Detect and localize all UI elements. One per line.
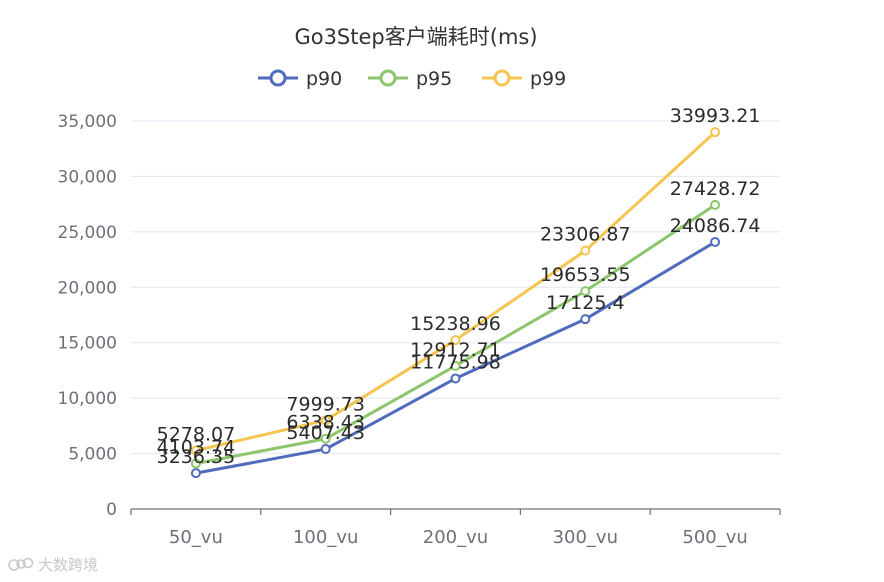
data-point-p90[interactable] bbox=[450, 373, 461, 384]
series-p99 bbox=[190, 127, 721, 456]
legend-label: p99 bbox=[530, 68, 566, 90]
data-label-p95: 27428.72 bbox=[670, 178, 761, 200]
data-point-p99[interactable] bbox=[450, 335, 461, 346]
legend-marker-icon bbox=[493, 69, 511, 87]
watermark-text: 大数跨境 bbox=[38, 555, 99, 574]
legend-item-p95[interactable]: p95 bbox=[368, 68, 452, 90]
y-axis: 0 5,000 10,000 15,000 20,000 25,000 30,000 35,0… bbox=[58, 112, 117, 520]
data-labels: 3236.35 5407.43 11775.98 17125.4 24086.74 410… bbox=[157, 105, 761, 468]
x-tick-label: 200_vu bbox=[423, 527, 488, 548]
data-label-p95: 12912.71 bbox=[410, 339, 501, 361]
series-p90 bbox=[190, 236, 721, 479]
y-tick-label: 10,000 bbox=[58, 389, 117, 409]
data-label-p90: 11775.98 bbox=[410, 351, 501, 373]
data-label-p90: 5407.43 bbox=[286, 422, 365, 444]
data-point-p99[interactable] bbox=[320, 415, 331, 426]
data-point-p90[interactable] bbox=[190, 468, 201, 479]
y-tick-label: 15,000 bbox=[58, 334, 117, 354]
gridlines bbox=[131, 120, 780, 455]
data-label-p95: 4103.74 bbox=[157, 437, 236, 459]
y-tick-label: 20,000 bbox=[58, 278, 117, 298]
data-point-p95[interactable] bbox=[580, 286, 591, 297]
data-point-p99[interactable] bbox=[190, 445, 201, 456]
data-point-p95[interactable] bbox=[450, 360, 461, 371]
y-tick-label: 35,000 bbox=[58, 112, 117, 132]
data-label-p95: 6338.43 bbox=[286, 412, 365, 434]
y-tick-label: 0 bbox=[106, 500, 117, 520]
series-p95 bbox=[190, 199, 721, 469]
series-line-p99 bbox=[195, 131, 717, 452]
legend-item-p90[interactable]: p90 bbox=[258, 68, 342, 90]
x-tick-label: 50_vu bbox=[169, 527, 223, 548]
legend-label: p90 bbox=[306, 68, 342, 90]
data-label-p99: 5278.07 bbox=[157, 423, 236, 445]
watermark-logo-icon bbox=[8, 557, 34, 571]
y-tick-label: 30,000 bbox=[58, 167, 117, 187]
data-label-p95: 19653.55 bbox=[540, 264, 631, 286]
data-label-p90: 24086.74 bbox=[670, 215, 761, 237]
legend-marker-icon bbox=[379, 69, 397, 87]
series-lines bbox=[190, 127, 721, 479]
legend: p90 p95 p99 bbox=[258, 68, 566, 90]
data-point-p90[interactable] bbox=[320, 444, 331, 455]
x-tick-label: 100_vu bbox=[293, 527, 358, 548]
data-label-p99: 23306.87 bbox=[540, 224, 631, 246]
legend-label: p95 bbox=[416, 68, 452, 90]
data-label-p99: 7999.73 bbox=[286, 393, 365, 415]
y-tick-label: 25,000 bbox=[58, 223, 117, 243]
watermark: 大数跨境 bbox=[8, 553, 98, 575]
data-point-p99[interactable] bbox=[710, 127, 721, 138]
data-point-p95[interactable] bbox=[710, 199, 721, 210]
data-label-p90: 17125.4 bbox=[546, 292, 625, 314]
chart-title: Go3Step客户端耗时(ms) bbox=[294, 25, 537, 49]
legend-marker-icon bbox=[269, 69, 287, 87]
data-point-p95[interactable] bbox=[320, 433, 331, 444]
data-label-p99: 15238.96 bbox=[410, 313, 501, 335]
data-point-p95[interactable] bbox=[190, 458, 201, 469]
data-point-p90[interactable] bbox=[580, 314, 591, 325]
x-tick-label: 500_vu bbox=[682, 527, 747, 548]
x-axis: 50_vu 100_vu 200_vu 300_vu 500_vu bbox=[130, 508, 781, 548]
data-point-p90[interactable] bbox=[710, 236, 721, 247]
legend-item-p99[interactable]: p99 bbox=[482, 68, 566, 90]
data-label-p90: 3236.35 bbox=[157, 446, 236, 468]
x-tick-label: 300_vu bbox=[553, 527, 618, 548]
data-point-p99[interactable] bbox=[580, 245, 591, 256]
data-label-p99: 33993.21 bbox=[670, 105, 761, 127]
y-tick-label: 5,000 bbox=[68, 445, 117, 465]
